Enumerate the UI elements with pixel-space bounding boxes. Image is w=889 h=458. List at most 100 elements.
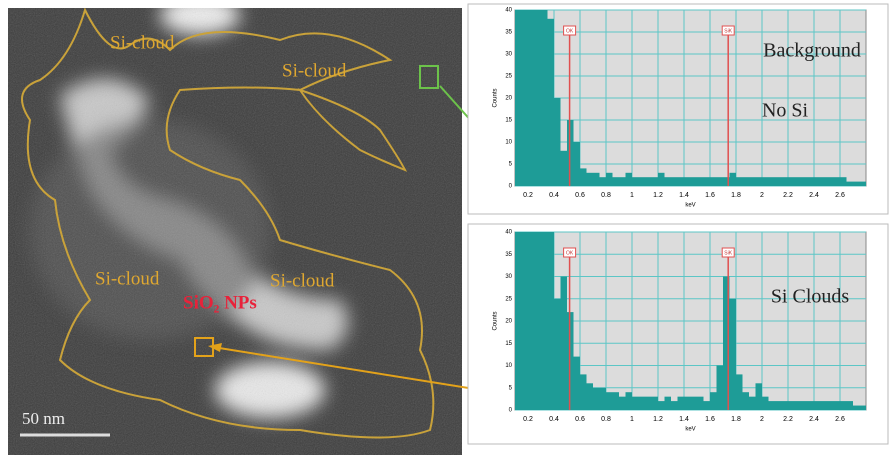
bar (599, 177, 606, 186)
bar (632, 396, 639, 410)
bar (515, 232, 522, 410)
bar (755, 177, 762, 186)
peak-label: SiK (724, 28, 732, 34)
bar (606, 172, 613, 186)
x-tick-label: 1.8 (731, 192, 741, 199)
bar (749, 396, 756, 410)
x-tick-label: 0.4 (549, 416, 559, 423)
bar (521, 10, 528, 186)
region-label: Si-cloud (110, 32, 175, 53)
bar (703, 401, 710, 410)
x-tick-label: 0.2 (523, 192, 533, 199)
region-label: Si-cloud (270, 270, 335, 291)
x-tick-label: 2.4 (809, 192, 819, 199)
x-tick-label: 2.4 (809, 416, 819, 423)
bar (794, 401, 801, 410)
bar (684, 177, 691, 186)
bar (645, 396, 652, 410)
y-tick-label: 35 (505, 252, 512, 258)
bar (833, 177, 840, 186)
y-tick-label: 25 (505, 74, 512, 80)
y-tick-label: 10 (505, 363, 512, 369)
x-tick-label: 0.8 (601, 192, 611, 199)
y-axis-label: Counts (493, 88, 499, 107)
bar (638, 177, 645, 186)
bar (794, 177, 801, 186)
y-tick-label: 20 (505, 96, 512, 102)
bar (599, 387, 606, 410)
bar (632, 177, 639, 186)
x-tick-label: 2.6 (835, 192, 845, 199)
bar (827, 177, 834, 186)
bar (768, 177, 775, 186)
bar (755, 383, 762, 410)
region-label: Si-cloud (282, 60, 347, 81)
annotation: No Si (762, 100, 809, 122)
bar (762, 177, 769, 186)
bar (859, 405, 866, 410)
x-tick-label: 0.6 (575, 192, 585, 199)
x-tick-label: 1.8 (731, 416, 741, 423)
bar (651, 177, 658, 186)
bar (664, 396, 671, 410)
region-label: Si-cloud (95, 268, 160, 289)
bar (586, 383, 593, 410)
bar (853, 181, 860, 186)
bar (515, 10, 522, 186)
bar (554, 98, 561, 186)
bar (768, 401, 775, 410)
bar (833, 401, 840, 410)
bar (534, 10, 541, 186)
scale-bar-label: 50 nm (22, 409, 65, 428)
bar (775, 177, 782, 186)
bar (716, 177, 723, 186)
bar (716, 365, 723, 410)
x-axis-label: keV (685, 203, 695, 209)
bar (742, 177, 749, 186)
bar (814, 177, 821, 186)
x-tick-label: 1.6 (705, 192, 715, 199)
bar (781, 401, 788, 410)
x-axis-label: keV (685, 427, 695, 433)
peak-tag (563, 25, 577, 36)
pointer-arrow (212, 346, 513, 396)
bar (612, 177, 619, 186)
x-tick-label: 1.4 (679, 192, 689, 199)
y-tick-label: 25 (505, 296, 512, 302)
bar (593, 387, 600, 410)
bar (762, 396, 769, 410)
bar (625, 172, 632, 186)
arrow-head (208, 343, 222, 352)
bar (729, 172, 736, 186)
bar (606, 392, 613, 410)
x-tick-label: 0.8 (601, 416, 611, 423)
bar (820, 177, 827, 186)
bar (554, 298, 561, 410)
bar (580, 168, 587, 186)
bar (807, 177, 814, 186)
bar (671, 401, 678, 410)
bar (788, 401, 795, 410)
bar (723, 276, 730, 410)
y-tick-label: 35 (505, 30, 512, 36)
bar (827, 401, 834, 410)
peak-label: OK (566, 28, 574, 34)
peak-tag (721, 25, 735, 36)
bar (677, 396, 684, 410)
x-tick-label: 0.6 (575, 416, 585, 423)
bar (573, 142, 580, 186)
bar (840, 401, 847, 410)
x-tick-label: 2 (760, 192, 764, 199)
x-tick-label: 2.2 (783, 192, 793, 199)
bar (736, 374, 743, 410)
x-tick-label: 2 (760, 416, 764, 423)
bar (690, 177, 697, 186)
x-tick-label: 1.2 (653, 416, 663, 423)
bar (801, 177, 808, 186)
bar (710, 392, 717, 410)
bar (664, 177, 671, 186)
x-tick-label: 1.2 (653, 192, 663, 199)
bar (781, 177, 788, 186)
bar (677, 177, 684, 186)
